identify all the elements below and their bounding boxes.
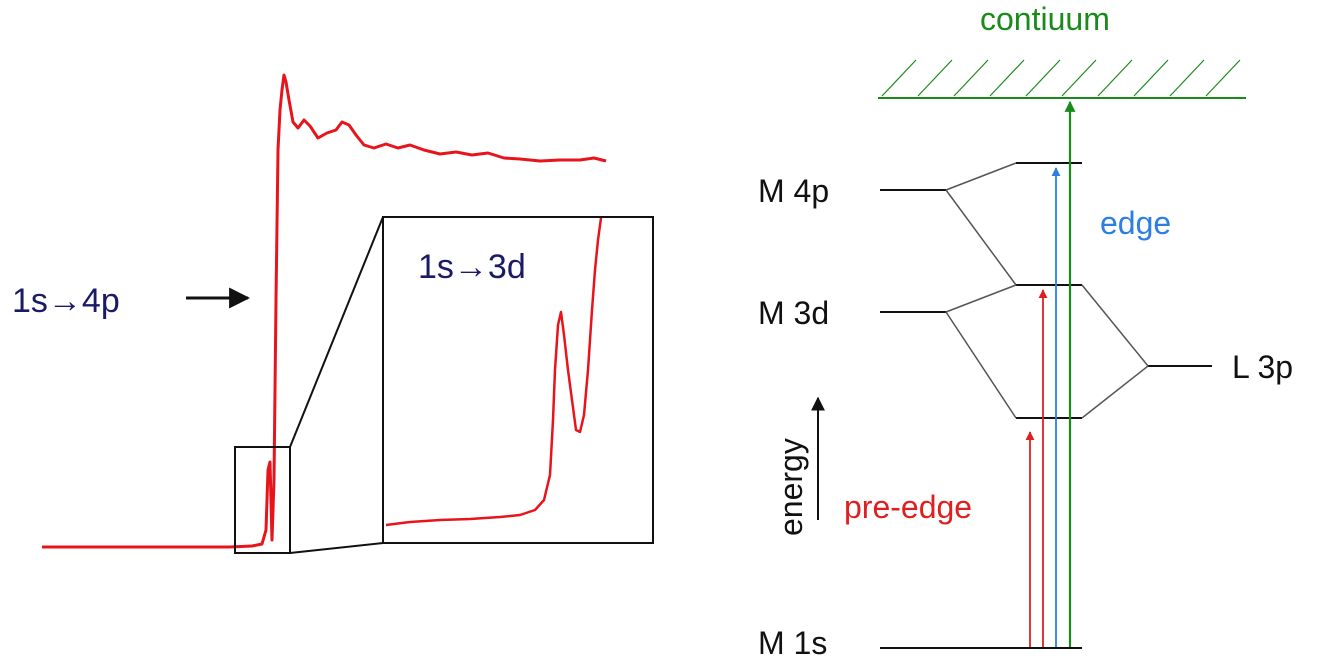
edge-label: edge bbox=[1100, 205, 1171, 241]
energy-axis-label: energy bbox=[773, 438, 809, 536]
inset-preedge-curve bbox=[385, 217, 603, 527]
preedge-transition-label: 1s→3d bbox=[418, 248, 526, 286]
preedge-label: pre-edge bbox=[844, 489, 972, 525]
xas-spectrum-curve bbox=[42, 73, 607, 549]
correlation-lines bbox=[945, 162, 1149, 419]
label-m4p: M 4p bbox=[758, 173, 829, 209]
label-m3d: M 3d bbox=[758, 295, 829, 331]
edge-transition-label: 1s→4p bbox=[12, 282, 120, 320]
zoom-connector-top bbox=[289, 216, 384, 448]
continuum-label: contiuum bbox=[980, 1, 1110, 37]
zoom-source-box bbox=[234, 446, 291, 554]
continuum-hatching bbox=[881, 59, 1241, 97]
zoom-connector-bottom bbox=[289, 542, 384, 554]
label-m1s: M 1s bbox=[758, 625, 827, 657]
label-l3p: L 3p bbox=[1232, 349, 1293, 385]
zoom-inset-box bbox=[382, 216, 654, 544]
